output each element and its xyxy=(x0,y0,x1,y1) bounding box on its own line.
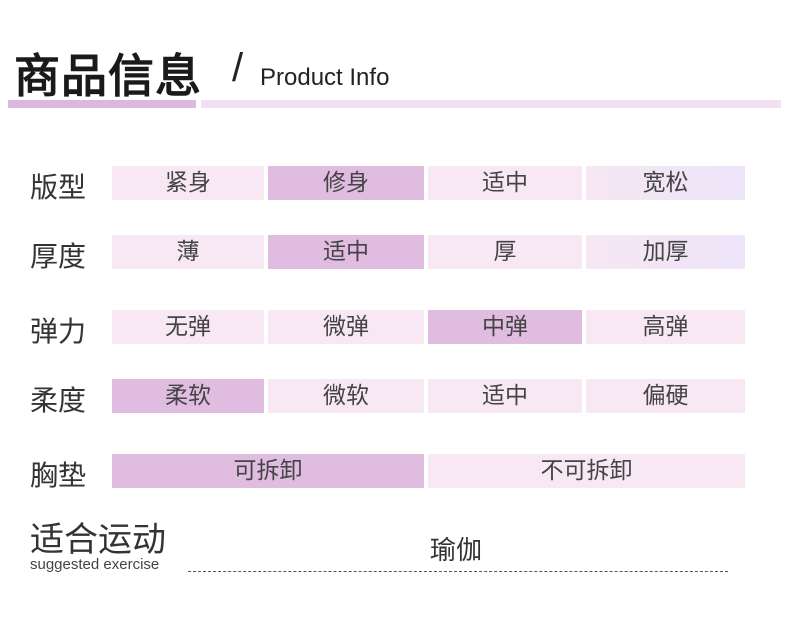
option-cell-selected: 中弹 xyxy=(428,310,582,344)
option-cell: 宽松 xyxy=(586,166,745,200)
suggested-exercise-label: 适合运动 xyxy=(30,520,166,560)
option-cell: 加厚 xyxy=(586,235,745,269)
option-cell: 厚 xyxy=(428,235,582,269)
row-label-chest-pad: 胸垫 xyxy=(30,459,87,492)
option-cell-selected: 适中 xyxy=(268,235,424,269)
page-title: 商品信息 xyxy=(14,49,202,103)
row-label-softness: 柔度 xyxy=(30,384,87,417)
suggested-exercise-sublabel: suggested exercise xyxy=(30,556,160,573)
option-cell: 偏硬 xyxy=(586,379,745,413)
title-separator: / xyxy=(232,46,244,90)
page-subtitle: Product Info xyxy=(260,64,390,91)
dashed-divider xyxy=(188,571,728,572)
row-label-fit: 版型 xyxy=(30,171,87,204)
option-cell: 不可拆卸 xyxy=(428,454,745,488)
header-divider-bar xyxy=(201,100,781,108)
option-cell: 高弹 xyxy=(586,310,745,344)
row-label-thickness: 厚度 xyxy=(30,240,87,273)
option-cell: 适中 xyxy=(428,166,582,200)
option-cell: 无弹 xyxy=(112,310,264,344)
row-label-elasticity: 弹力 xyxy=(30,315,87,348)
option-cell: 适中 xyxy=(428,379,582,413)
suggested-exercise-value: 瑜伽 xyxy=(430,536,483,566)
option-cell: 紧身 xyxy=(112,166,264,200)
option-cell-selected: 可拆卸 xyxy=(112,454,424,488)
option-cell: 薄 xyxy=(112,235,264,269)
option-cell-selected: 修身 xyxy=(268,166,424,200)
option-cell: 微软 xyxy=(268,379,424,413)
option-cell: 微弹 xyxy=(268,310,424,344)
header-accent-bar xyxy=(8,100,196,108)
option-cell-selected: 柔软 xyxy=(112,379,264,413)
